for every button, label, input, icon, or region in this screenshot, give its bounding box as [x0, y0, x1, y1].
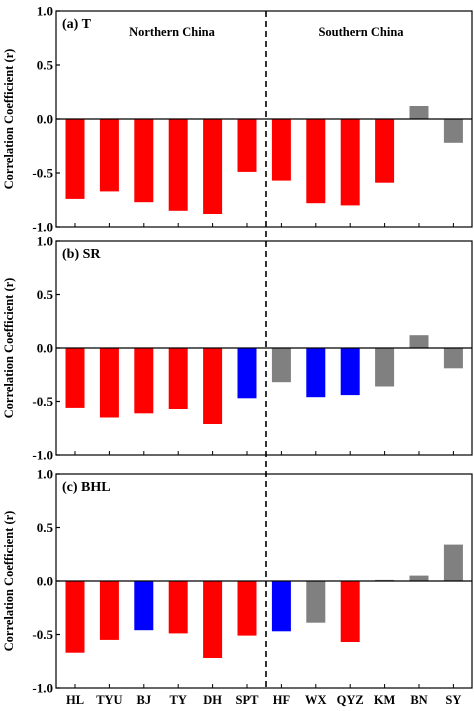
bar-sy-panel-2 [443, 348, 463, 369]
bar-wx-panel-3 [306, 581, 326, 623]
bar-ty-panel-1 [168, 119, 188, 211]
bar-sy-panel-3 [443, 544, 463, 581]
bar-qyz-panel-2 [340, 348, 360, 396]
bar-qyz-panel-3 [340, 581, 360, 642]
bar-hf-panel-1 [271, 119, 291, 181]
x-category-label-sy: SY [445, 693, 461, 707]
bar-dh-panel-3 [203, 581, 223, 658]
y-tick-label-panel-2: 1.0 [37, 234, 53, 249]
bar-spt-panel-3 [237, 581, 257, 636]
bar-ty-panel-3 [168, 581, 188, 634]
bar-tyu-panel-2 [99, 348, 119, 418]
bar-hf-panel-2 [271, 348, 291, 383]
bar-km-panel-2 [375, 348, 395, 387]
region-label-southern: Southern China [318, 25, 404, 39]
y-tick-label-panel-2: 0.5 [37, 287, 54, 302]
y-tick-label-panel-1: -1.0 [32, 220, 53, 235]
y-axis-title-panel-2: Correlation Coefficient (r) [2, 278, 16, 419]
bars-layer [65, 106, 463, 658]
bar-sy-panel-1 [443, 119, 463, 143]
bar-bn-panel-1 [409, 106, 429, 119]
bar-hl-panel-2 [65, 348, 85, 408]
bar-bj-panel-2 [134, 348, 154, 414]
bar-hl-panel-1 [65, 119, 85, 199]
panel-label-3: (c) BHL [62, 480, 111, 495]
bar-dh-panel-2 [203, 348, 223, 424]
bar-bn-panel-3 [409, 575, 429, 581]
bar-spt-panel-1 [237, 119, 257, 172]
y-tick-label-panel-1: -0.5 [32, 166, 53, 181]
y-tick-label-panel-3: 0.5 [37, 520, 54, 535]
panel-label-2: (b) SR [62, 247, 101, 262]
y-axis-title-panel-3: Correlation Coefficient (r) [2, 511, 16, 652]
bar-ty-panel-2 [168, 348, 188, 409]
bar-km-panel-1 [375, 119, 395, 183]
bar-hf-panel-3 [271, 581, 291, 632]
x-category-label-hf: HF [273, 693, 291, 707]
y-tick-label-panel-1: 1.0 [37, 4, 53, 19]
y-tick-label-panel-3: 0.0 [37, 574, 53, 589]
x-category-label-bn: BN [410, 693, 427, 707]
y-tick-label-panel-3: -0.5 [32, 627, 53, 642]
x-category-label-qyz: QYZ [337, 693, 364, 707]
y-tick-label-panel-1: 0.0 [37, 112, 53, 127]
x-category-label-spt: SPT [236, 693, 260, 707]
y-tick-label-panel-2: -1.0 [32, 448, 53, 463]
x-category-label-dh: DH [203, 693, 222, 707]
x-category-label-bj: BJ [137, 693, 152, 707]
x-category-label-wx: WX [305, 693, 327, 707]
y-tick-label-panel-2: 0.0 [37, 341, 53, 356]
bar-spt-panel-2 [237, 348, 257, 399]
bar-dh-panel-1 [203, 119, 223, 214]
bar-wx-panel-1 [306, 119, 326, 204]
x-category-label-hl: HL [66, 693, 84, 707]
panel-label-1: (a) T [62, 17, 92, 32]
y-axis-title-panel-1: Correlation Coefficient (r) [2, 49, 16, 190]
text-layer: 1.0 0.5 0.0 -0.5 -1.0 (a) T Correlation Coeffi… [2, 4, 461, 708]
x-category-label-ty: TY [170, 693, 187, 707]
bar-bn-panel-2 [409, 335, 429, 348]
bar-bj-panel-1 [134, 119, 154, 203]
x-category-label-km: KM [374, 693, 396, 707]
bar-hl-panel-3 [65, 581, 85, 653]
frames-layer [55, 10, 473, 689]
x-category-label-tyu: TYU [96, 693, 122, 707]
bar-bj-panel-3 [134, 581, 154, 631]
bar-tyu-panel-3 [99, 581, 119, 640]
y-tick-label-panel-3: -1.0 [32, 681, 53, 696]
region-label-northern: Northern China [129, 25, 216, 39]
bar-qyz-panel-1 [340, 119, 360, 206]
y-tick-label-panel-3: 1.0 [37, 467, 53, 482]
y-tick-label-panel-2: -0.5 [32, 394, 53, 409]
bar-tyu-panel-1 [99, 119, 119, 192]
y-tick-label-panel-1: 0.5 [37, 58, 54, 73]
bar-wx-panel-2 [306, 348, 326, 398]
